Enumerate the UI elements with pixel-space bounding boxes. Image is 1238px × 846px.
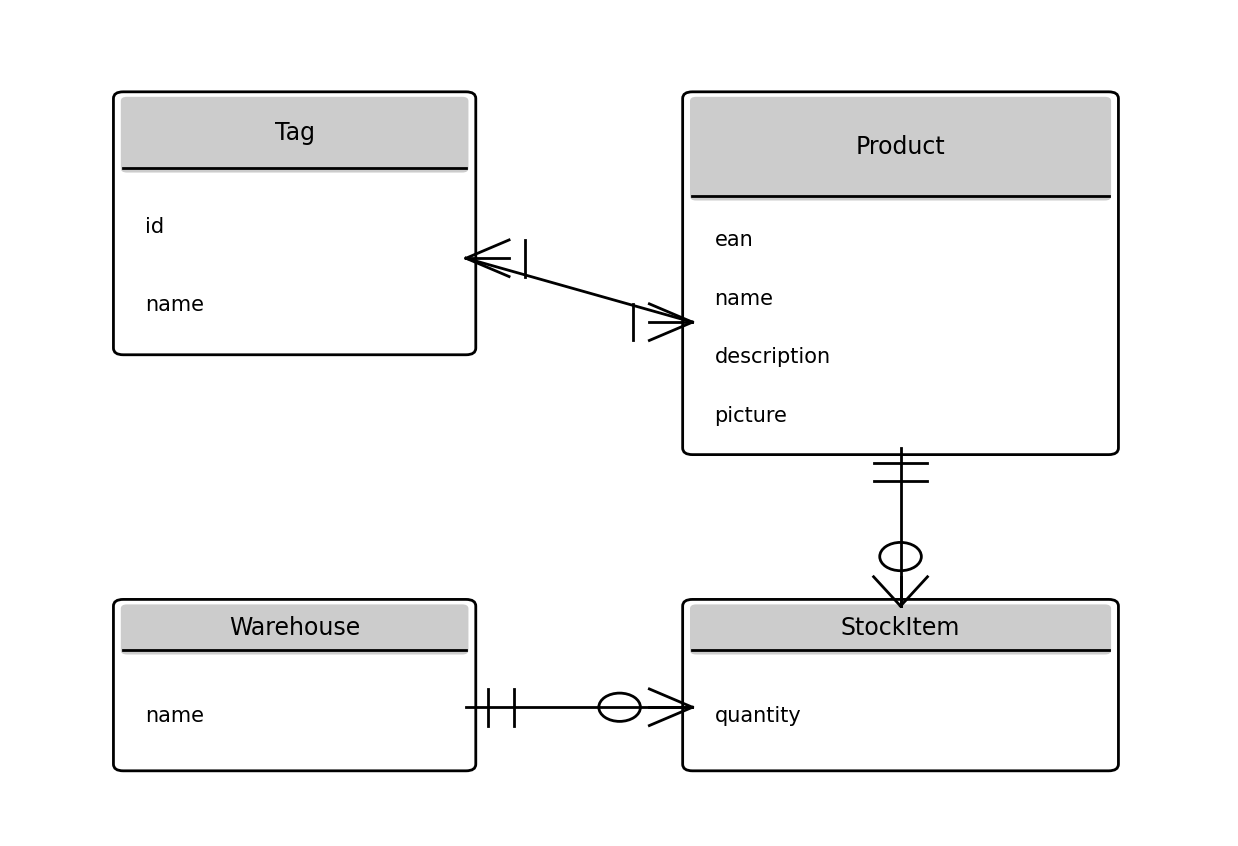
FancyBboxPatch shape <box>682 600 1118 771</box>
Text: description: description <box>714 347 831 367</box>
Text: name: name <box>145 295 204 315</box>
Text: id: id <box>145 217 165 237</box>
FancyBboxPatch shape <box>114 92 475 354</box>
Text: name: name <box>145 706 204 726</box>
Text: Warehouse: Warehouse <box>229 616 360 640</box>
FancyBboxPatch shape <box>121 96 468 173</box>
Text: picture: picture <box>714 406 787 426</box>
FancyBboxPatch shape <box>690 604 1110 655</box>
Text: Tag: Tag <box>275 122 314 146</box>
Text: quantity: quantity <box>714 706 801 726</box>
FancyBboxPatch shape <box>114 600 475 771</box>
Text: Product: Product <box>855 135 946 159</box>
FancyBboxPatch shape <box>121 604 468 655</box>
FancyBboxPatch shape <box>682 92 1118 454</box>
FancyBboxPatch shape <box>690 96 1110 201</box>
Text: StockItem: StockItem <box>841 616 961 640</box>
Text: ean: ean <box>714 230 753 250</box>
Text: name: name <box>714 288 774 309</box>
